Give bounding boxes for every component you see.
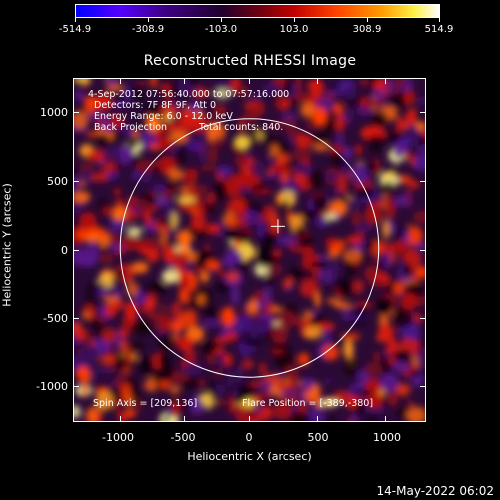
- x-tick-label: 1000: [373, 431, 401, 444]
- colorbar: [75, 4, 440, 18]
- y-tick-label: 500: [47, 175, 68, 188]
- creation-timestamp: 14-May-2022 06:02: [376, 484, 494, 498]
- solar-limb-circle: [119, 118, 380, 378]
- y-tick-label: 1000: [40, 106, 68, 119]
- energy-range-label: Energy Range: 6.0 - 12.0 keV: [94, 111, 233, 122]
- colorbar-tick-label: -308.9: [131, 24, 165, 35]
- x-tick-label: 500: [307, 431, 329, 444]
- x-axis-title: Heliocentric X (arcsec): [187, 450, 312, 463]
- time-range-label: 4-Sep-2012 07:56:40.000 to 07:57:16.000: [88, 89, 290, 100]
- colorbar-tick-label: -514.9: [58, 24, 92, 35]
- colorbar-tick-label: -103.0: [204, 24, 238, 35]
- x-tick-label: -1000: [102, 431, 134, 444]
- colorbar-tick-label: 103.0: [279, 24, 309, 35]
- spin-axis-label: Spin Axis = [209,136]: [93, 398, 198, 409]
- rhessi-image: [74, 79, 425, 421]
- x-tick-label: 0: [245, 431, 253, 444]
- spin-axis-marker: [270, 219, 285, 234]
- y-tick-label: -1000: [36, 380, 68, 393]
- method-label: Back Projection: [94, 122, 168, 133]
- y-tick-label: 0: [61, 244, 68, 257]
- image-title: Reconstructed RHESSI Image: [143, 53, 357, 69]
- colorbar-tick-label: 308.9: [352, 24, 382, 35]
- flare-position-label: Flare Position = [-389,-380]: [242, 398, 374, 409]
- x-tick-label: -500: [170, 431, 196, 444]
- y-tick-label: -500: [43, 312, 68, 325]
- detectors-label: Detectors: 7F 8F 9F, Att 0: [94, 100, 217, 111]
- solar-image-plot: 4-Sep-2012 07:56:40.000 to 07:57:16.000 …: [73, 78, 426, 422]
- y-axis-title: Heliocentric Y (arcsec): [0, 183, 14, 307]
- total-counts-label: Total counts: 840.: [199, 122, 284, 133]
- colorbar-tick-label: 514.9: [424, 24, 454, 35]
